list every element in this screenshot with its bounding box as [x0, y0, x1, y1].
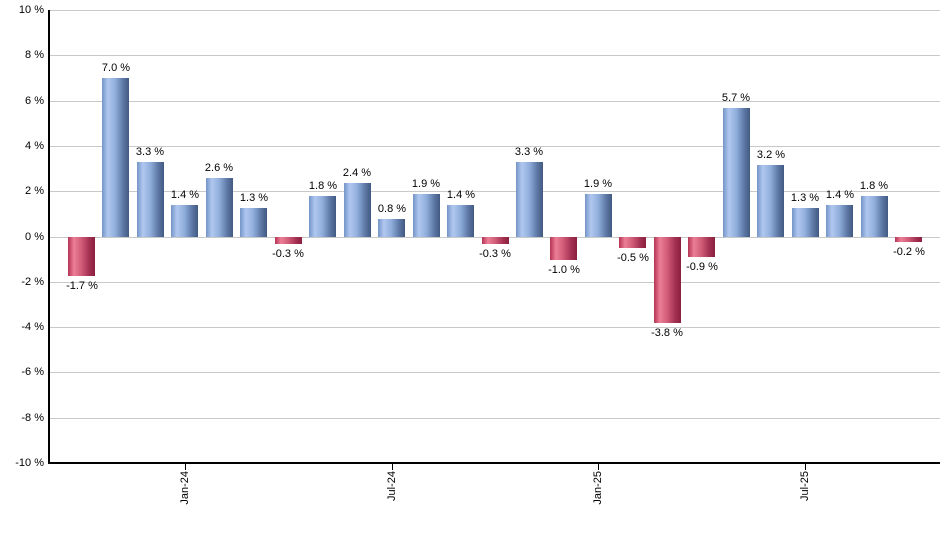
bar-value-label: 1.8 %	[308, 180, 338, 192]
gridline	[49, 282, 940, 283]
x-axis-tick	[598, 464, 599, 470]
bar	[309, 196, 336, 237]
bar	[550, 237, 577, 260]
bar	[723, 108, 750, 237]
bar-value-label: -0.3 %	[272, 248, 304, 260]
bar	[447, 205, 474, 237]
bar	[516, 162, 543, 237]
x-axis-line	[48, 462, 940, 464]
x-axis-tick-label: Jul-25	[799, 471, 811, 501]
bar-value-label: 1.4 %	[170, 189, 200, 201]
bar	[206, 178, 233, 237]
y-axis-tick-label: 10 %	[18, 4, 44, 16]
bar	[378, 219, 405, 237]
bar	[861, 196, 888, 237]
bar-value-label: -0.3 %	[479, 248, 511, 260]
gridline	[49, 372, 940, 373]
bar-value-label: 1.9 %	[583, 178, 613, 190]
bar	[585, 194, 612, 237]
bar-value-label: 1.3 %	[790, 192, 820, 204]
bar-value-label: 5.7 %	[721, 92, 751, 104]
gridline	[49, 327, 940, 328]
y-axis-tick-label: 8 %	[25, 49, 44, 61]
y-axis-tick-label: -4 %	[21, 321, 44, 333]
y-axis-tick-label: -10 %	[15, 457, 44, 469]
bar	[654, 237, 681, 323]
y-axis-tick-label: 4 %	[25, 140, 44, 152]
x-axis-tick-label: Jul-24	[386, 471, 398, 501]
bar-value-label: 0.8 %	[377, 203, 407, 215]
bar-value-label: 1.8 %	[859, 180, 889, 192]
bar-value-label: 1.4 %	[825, 189, 855, 201]
bar	[413, 194, 440, 237]
bar-value-label: -3.8 %	[651, 327, 683, 339]
bar-value-label: 3.3 %	[135, 146, 165, 158]
y-axis-line	[48, 10, 50, 464]
gridline	[49, 10, 940, 11]
bar	[137, 162, 164, 237]
bar-value-label: -1.0 %	[548, 264, 580, 276]
bar-value-label: -1.7 %	[66, 280, 98, 292]
gridline	[49, 55, 940, 56]
gridline	[49, 191, 940, 192]
bar	[171, 205, 198, 237]
bar-value-label: -0.9 %	[686, 261, 718, 273]
x-axis-tick-label: Jan-25	[592, 471, 604, 505]
bar	[240, 208, 267, 237]
bar	[619, 237, 646, 248]
bar	[344, 183, 371, 237]
bar-value-label: -0.2 %	[893, 246, 925, 258]
x-axis-tick	[805, 464, 806, 470]
y-axis-tick-label: 6 %	[25, 95, 44, 107]
bar-value-label: 7.0 %	[101, 62, 131, 74]
bar	[792, 208, 819, 237]
bar-value-label: 3.3 %	[514, 146, 544, 158]
bar-value-label: 1.4 %	[446, 189, 476, 201]
y-axis-tick-label: -6 %	[21, 366, 44, 378]
x-axis-tick	[392, 464, 393, 470]
y-axis-tick-label: -8 %	[21, 412, 44, 424]
bar-value-label: 1.9 %	[411, 178, 441, 190]
bar-value-label: 3.2 %	[756, 149, 786, 161]
bar	[275, 237, 302, 244]
bar	[482, 237, 509, 244]
bar	[68, 237, 95, 276]
bar	[757, 165, 784, 237]
bar	[895, 237, 922, 242]
bar	[688, 237, 715, 257]
y-axis-tick-label: 2 %	[25, 185, 44, 197]
gridline	[49, 101, 940, 102]
bar-value-label: -0.5 %	[617, 252, 649, 264]
bar-value-label: 2.4 %	[342, 167, 372, 179]
x-axis-tick	[185, 464, 186, 470]
gridline	[49, 418, 940, 419]
bar-value-label: 2.6 %	[204, 162, 234, 174]
y-axis-tick-label: 0 %	[25, 231, 44, 243]
gridline	[49, 146, 940, 147]
bar	[102, 78, 129, 237]
bar-value-label: 1.3 %	[239, 192, 269, 204]
bar	[826, 205, 853, 237]
x-axis-tick-label: Jan-24	[179, 471, 191, 505]
y-axis-tick-label: -2 %	[21, 276, 44, 288]
